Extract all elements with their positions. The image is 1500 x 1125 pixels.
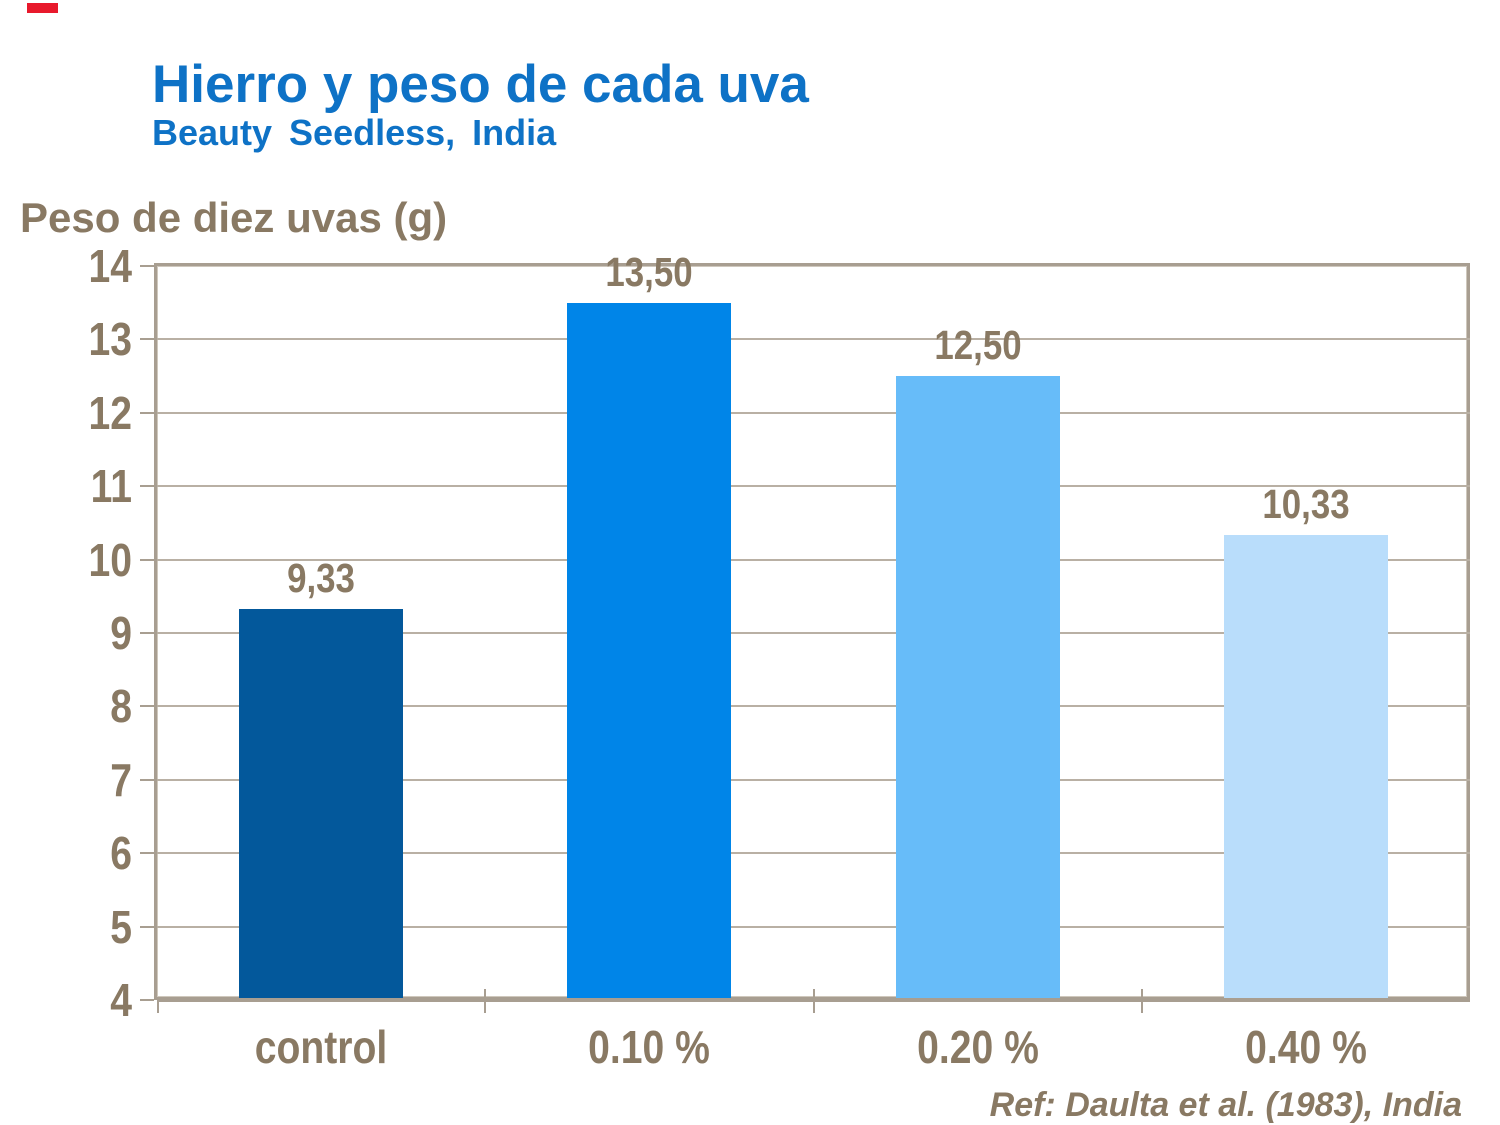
- bar: [896, 376, 1060, 998]
- x-category-label: 0.10 %: [588, 1021, 711, 1073]
- y-tick: [140, 558, 154, 561]
- y-tick-label: 8: [110, 680, 132, 733]
- y-tick-label: 5: [110, 900, 132, 953]
- y-tick-label: 11: [90, 460, 132, 513]
- boundary-tick: [484, 989, 487, 1013]
- red-marker: [27, 3, 58, 13]
- boundary-tick: [812, 989, 815, 1013]
- y-tick-label: 4: [110, 974, 132, 1026]
- y-tick: [140, 485, 154, 488]
- chart-subtitle: Beauty Seedless, India: [152, 112, 557, 153]
- y-tick-label: 14: [88, 240, 132, 292]
- boundary-tick: [1140, 989, 1143, 1013]
- y-tick-label: 12: [88, 386, 132, 439]
- grid-line: [157, 338, 1470, 341]
- x-category-label: 0.40 %: [1245, 1021, 1367, 1073]
- y-tick: [140, 411, 154, 414]
- y-tick-label: 6: [110, 827, 132, 880]
- y-tick: [140, 852, 154, 855]
- grid-line: [157, 411, 1470, 414]
- bar-value-label: 9,33: [287, 554, 356, 601]
- y-tick: [140, 925, 154, 928]
- y-tick: [140, 338, 154, 341]
- y-tick: [140, 999, 154, 1001]
- bar: [567, 303, 731, 998]
- y-tick: [140, 265, 154, 267]
- grid-line: [157, 705, 1470, 708]
- bar-value-label: 13,50: [605, 248, 693, 295]
- y-axis-title: Peso de diez uvas (g): [20, 194, 448, 241]
- axis-extension-tick: [157, 1000, 159, 1013]
- y-tick-label: 9: [110, 607, 132, 659]
- bar: [1224, 535, 1388, 998]
- bar: [239, 609, 403, 998]
- y-tick-label: 7: [110, 753, 132, 806]
- x-category-label: 0.20 %: [916, 1021, 1039, 1073]
- reference-text: Ref: Daulta et al. (1983), India: [989, 1086, 1462, 1124]
- grid-line: [157, 852, 1470, 855]
- y-tick: [140, 632, 154, 634]
- x-category-label: control: [254, 1021, 388, 1073]
- y-tick-label: 13: [88, 313, 132, 366]
- grid-line: [157, 558, 1470, 561]
- grid-line: [157, 778, 1470, 781]
- grid-line: [157, 485, 1470, 488]
- bar-value-label: 12,50: [934, 322, 1022, 369]
- y-tick: [140, 705, 154, 708]
- chart-title: Hierro y peso de cada uva: [152, 55, 809, 114]
- bar-value-label: 10,33: [1262, 481, 1350, 528]
- grid-line: [157, 632, 1470, 634]
- grid-line: [157, 925, 1470, 928]
- y-tick: [140, 778, 154, 781]
- y-tick-label: 10: [88, 533, 132, 586]
